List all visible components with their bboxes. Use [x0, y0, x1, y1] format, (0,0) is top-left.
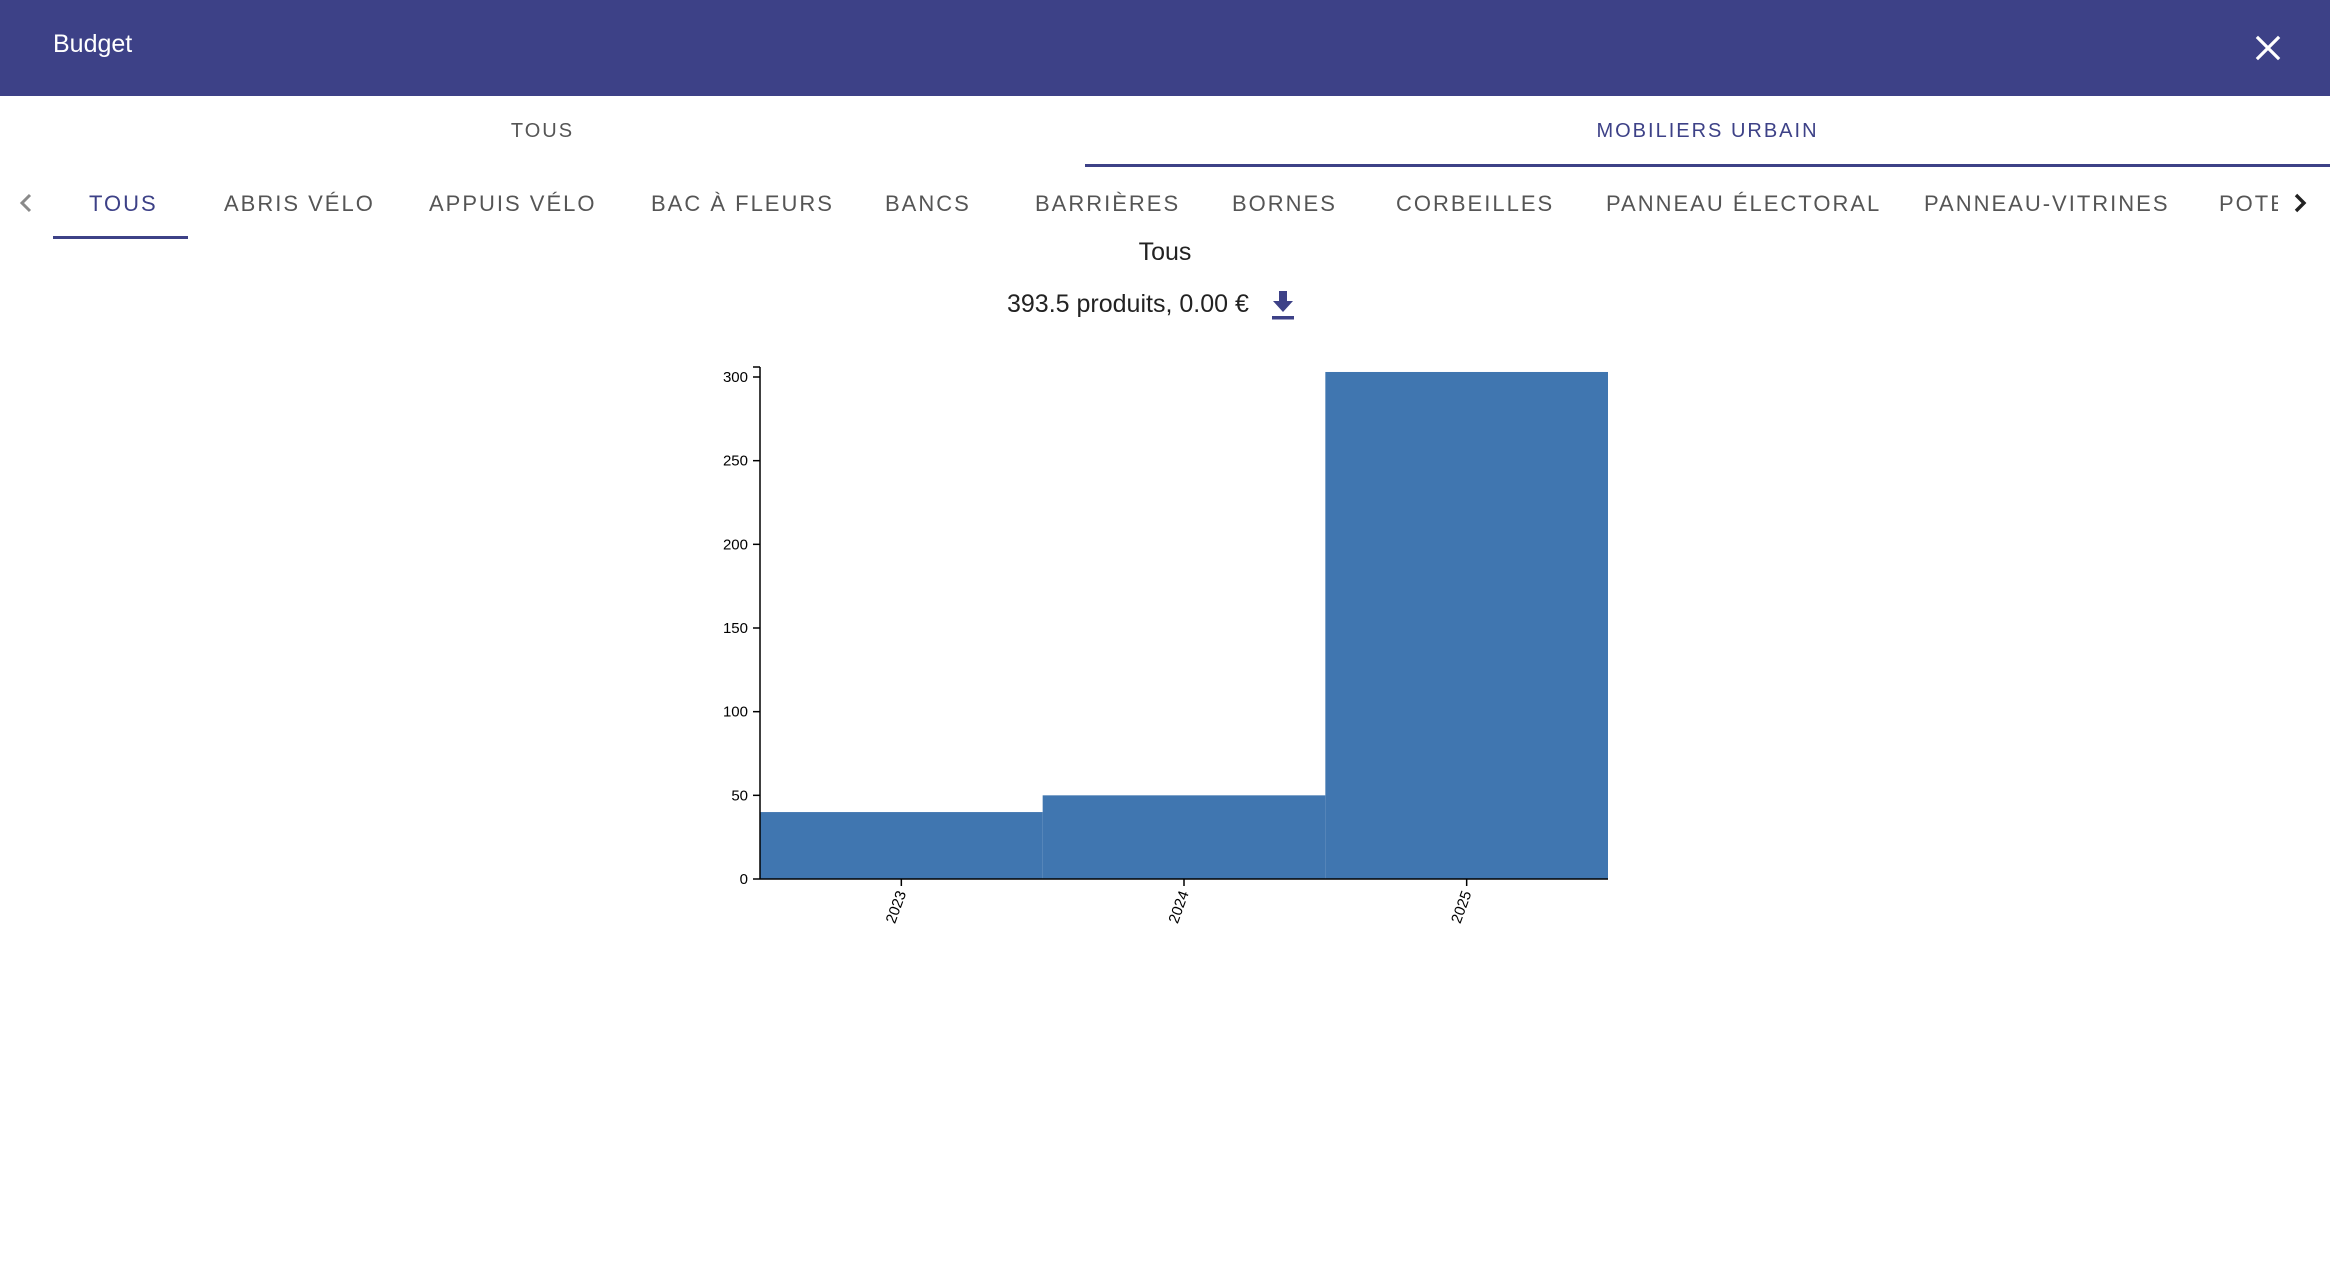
y-tick-label: 150 [723, 620, 748, 637]
category-tab-list: TOUS ABRIS VÉLO APPUIS VÉLO BAC À FLEURS… [53, 168, 2278, 242]
close-icon[interactable] [2248, 28, 2288, 68]
dialog-title: Budget [53, 30, 133, 58]
tab-category-panneau-electoral[interactable]: PANNEAU ÉLECTORAL [1606, 191, 1882, 216]
y-tick-label: 50 [731, 787, 748, 804]
tab-category-bornes[interactable]: BORNES [1232, 191, 1337, 216]
tab-category-appuis-velo[interactable]: APPUIS VÉLO [429, 191, 597, 216]
y-tick-label: 100 [723, 704, 748, 721]
x-tick-label: 2024 [1165, 889, 1192, 926]
tab-group-mobiliers-urbain[interactable]: MOBILIERS URBAIN [1596, 120, 1819, 142]
section-title: Tous [1138, 238, 1192, 266]
category-tab-bar: TOUS ABRIS VÉLO APPUIS VÉLO BAC À FLEURS… [0, 168, 2330, 242]
budget-bar-chart: 0 50 100 150 200 250 300 2023 2024 2025 [723, 366, 1608, 926]
chevron-left-icon[interactable] [8, 178, 44, 228]
dialog-header: Budget [0, 0, 2330, 96]
active-category-indicator [53, 236, 188, 239]
tab-category-barrieres[interactable]: BARRIÈRES [1035, 191, 1181, 216]
tab-category-tous[interactable]: TOUS [89, 191, 158, 216]
x-tick-label: 2025 [1448, 889, 1475, 926]
y-tick-label: 0 [740, 871, 748, 888]
chevron-right-icon[interactable] [2282, 178, 2318, 228]
download-icon[interactable] [1268, 288, 1298, 322]
bar-2024 [1042, 795, 1326, 879]
tab-category-bac-a-fleurs[interactable]: BAC À FLEURS [651, 191, 834, 216]
group-tab-bar: TOUS MOBILIERS URBAIN [0, 96, 2330, 168]
active-tab-indicator [1085, 164, 2330, 167]
tab-category-corbeilles[interactable]: CORBEILLES [1396, 191, 1555, 216]
tab-category-panneau-vitrines[interactable]: PANNEAU-VITRINES [1924, 191, 2170, 216]
tab-category-pote[interactable]: POTE [2219, 191, 2278, 216]
budget-summary: 393.5 produits, 0.00 € [1007, 290, 1249, 318]
y-tick-label: 250 [723, 453, 748, 470]
y-tick-label: 300 [723, 369, 748, 386]
bar-2023 [760, 812, 1043, 879]
bar-2025 [1325, 371, 1608, 879]
y-tick-label: 200 [723, 536, 748, 553]
x-tick-label: 2023 [883, 889, 910, 926]
tab-category-bancs[interactable]: BANCS [885, 191, 971, 216]
tab-category-abris-velo[interactable]: ABRIS VÉLO [224, 191, 375, 216]
tab-group-all[interactable]: TOUS [510, 120, 575, 142]
